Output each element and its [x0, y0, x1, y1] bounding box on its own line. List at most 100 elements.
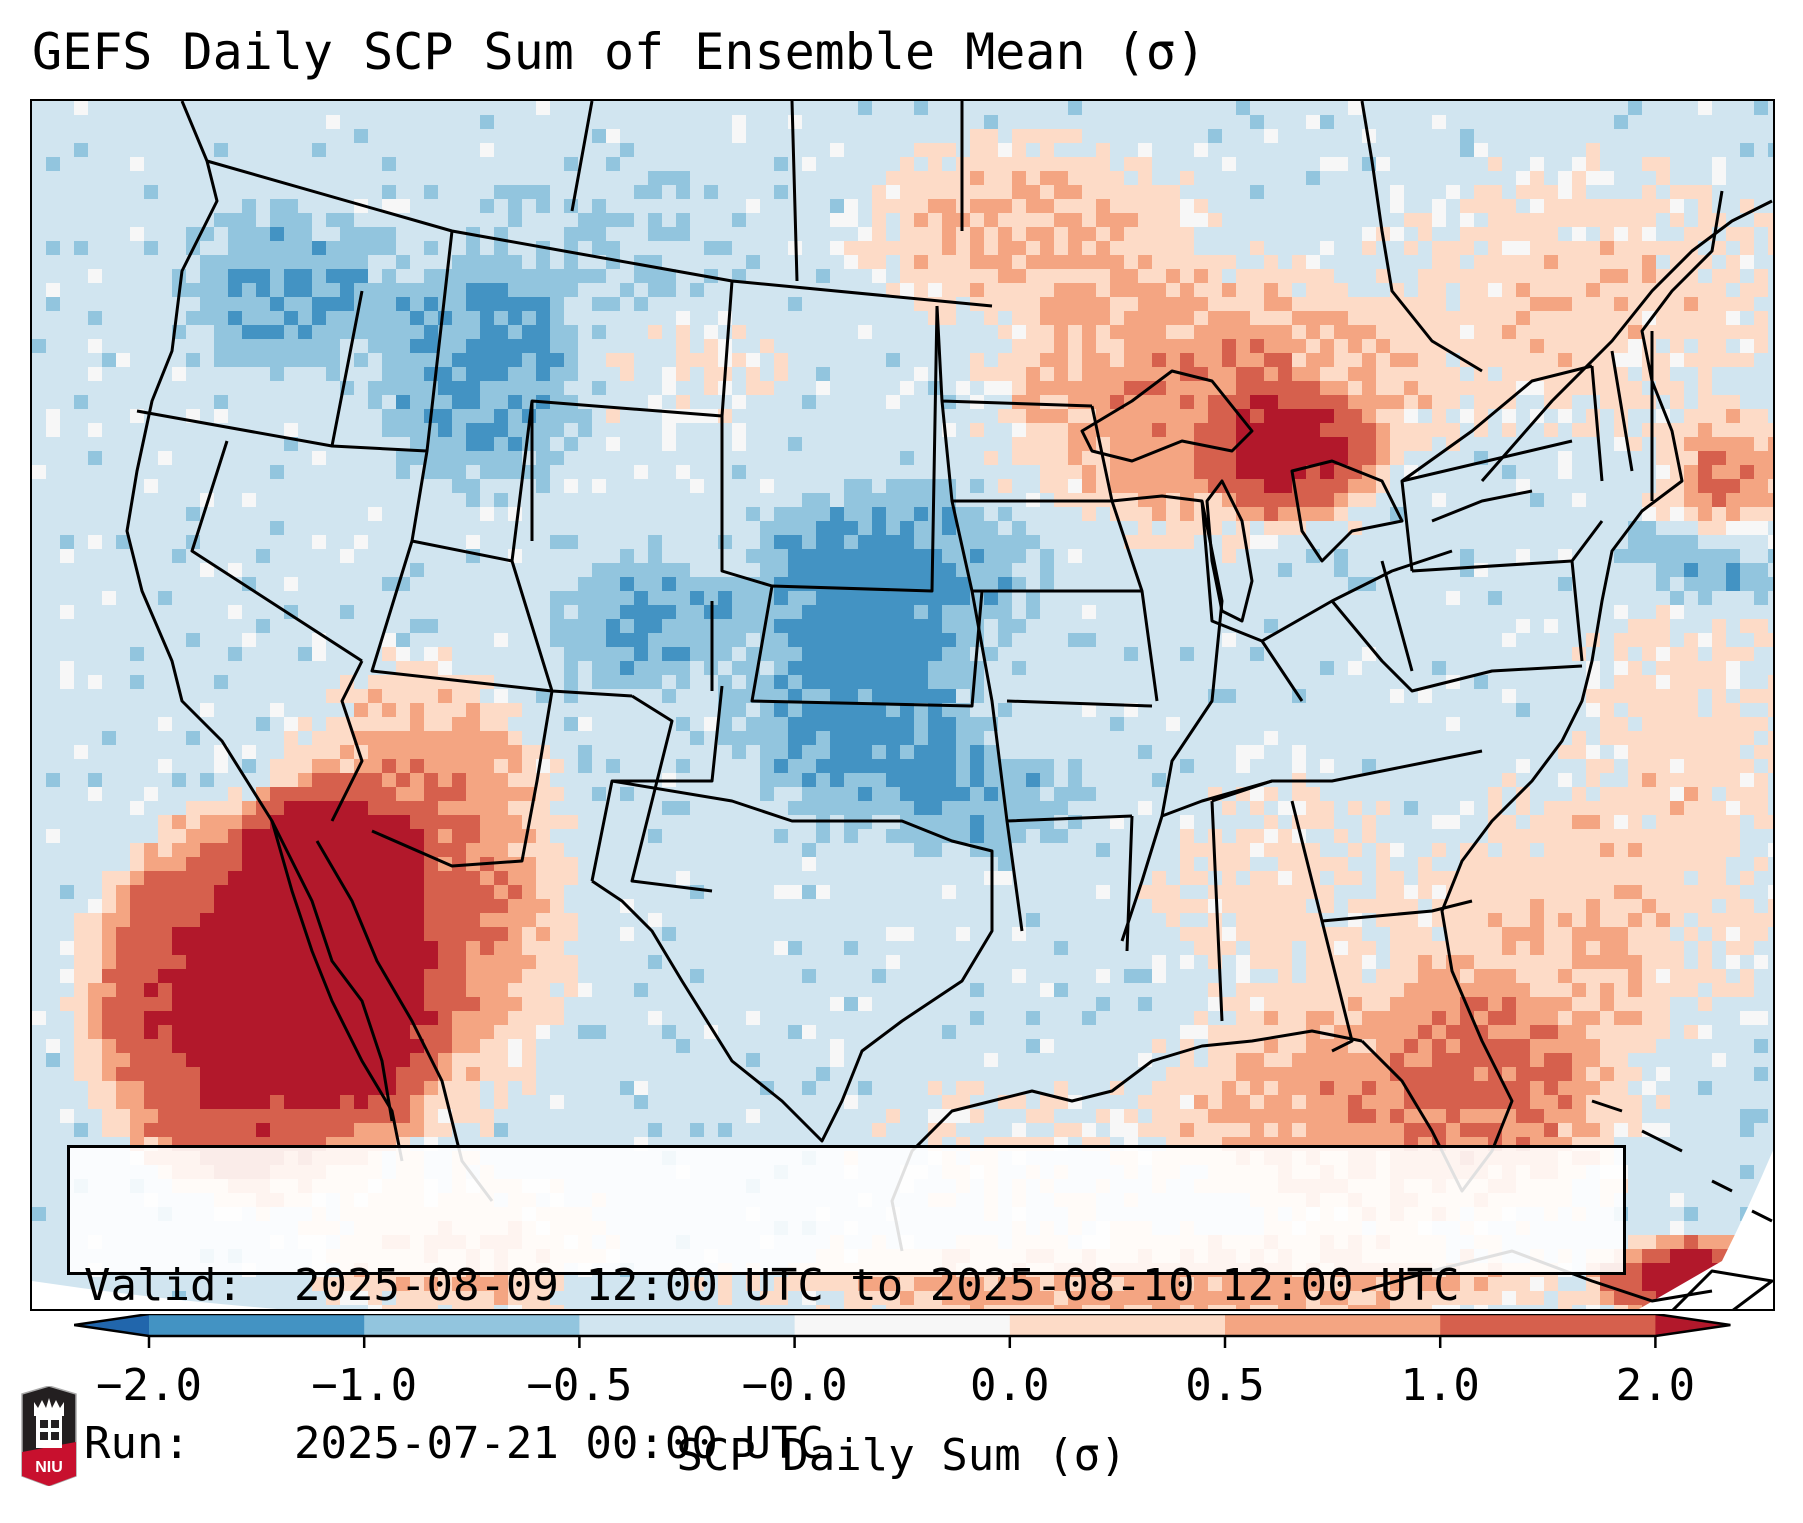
grid-cell — [1726, 367, 1741, 382]
grid-cell — [144, 507, 159, 522]
grid-cell — [872, 367, 887, 382]
grid-cell — [914, 563, 929, 578]
grid-cell — [200, 185, 215, 200]
grid-cell — [1642, 101, 1657, 116]
grid-cell — [634, 157, 649, 172]
grid-cell — [256, 409, 271, 424]
grid-cell — [1586, 591, 1601, 606]
grid-cell — [1152, 619, 1167, 634]
grid-cell — [536, 619, 551, 634]
grid-cell — [1040, 255, 1055, 270]
grid-cell — [1502, 465, 1517, 480]
grid-cell — [130, 381, 145, 396]
grid-cell — [340, 591, 355, 606]
grid-cell — [732, 647, 747, 662]
grid-cell — [242, 591, 257, 606]
grid-cell — [1726, 283, 1741, 298]
grid-cell — [1628, 339, 1643, 354]
grid-cell — [1656, 241, 1671, 256]
grid-cell — [1166, 451, 1181, 466]
grid-cell — [620, 493, 635, 508]
grid-cell — [788, 353, 803, 368]
grid-cell — [900, 269, 915, 284]
grid-cell — [970, 367, 985, 382]
grid-cell — [1110, 549, 1125, 564]
grid-cell — [774, 493, 789, 508]
grid-cell — [830, 647, 845, 662]
grid-cell — [1670, 227, 1685, 242]
grid-cell — [452, 563, 467, 578]
grid-cell — [1390, 185, 1405, 200]
grid-cell — [844, 409, 859, 424]
grid-cell — [634, 451, 649, 466]
grid-cell — [1768, 605, 1773, 620]
grid-cell — [116, 395, 131, 410]
grid-cell — [354, 325, 369, 340]
grid-cell — [424, 353, 439, 368]
grid-cell — [802, 367, 817, 382]
grid-cell — [942, 227, 957, 242]
grid-cell — [1768, 353, 1773, 368]
grid-cell — [130, 297, 145, 312]
grid-cell — [1264, 381, 1279, 396]
grid-cell — [382, 143, 397, 158]
grid-cell — [718, 101, 733, 116]
grid-cell — [592, 171, 607, 186]
grid-cell — [1684, 493, 1699, 508]
grid-cell — [340, 507, 355, 522]
grid-cell — [88, 325, 103, 340]
grid-cell — [676, 353, 691, 368]
grid-cell — [1236, 437, 1251, 452]
grid-cell — [1096, 101, 1111, 116]
grid-cell — [1124, 311, 1139, 326]
grid-cell — [718, 451, 733, 466]
grid-cell — [480, 437, 495, 452]
grid-cell — [662, 437, 677, 452]
grid-cell — [1040, 521, 1055, 536]
grid-cell — [424, 591, 439, 606]
grid-cell — [1516, 325, 1531, 340]
grid-cell — [592, 563, 607, 578]
grid-cell — [648, 619, 663, 634]
grid-cell — [662, 591, 677, 606]
grid-cell — [1670, 493, 1685, 508]
grid-cell — [592, 185, 607, 200]
grid-cell — [886, 199, 901, 214]
grid-cell — [1026, 549, 1041, 564]
grid-cell — [760, 101, 775, 116]
grid-cell — [732, 409, 747, 424]
grid-cell — [956, 451, 971, 466]
grid-cell — [1194, 353, 1209, 368]
grid-cell — [214, 339, 229, 354]
grid-cell — [1600, 213, 1615, 228]
grid-cell — [1152, 325, 1167, 340]
grid-cell — [1026, 437, 1041, 452]
grid-cell — [914, 633, 929, 648]
grid-cell — [900, 619, 915, 634]
grid-cell — [1194, 451, 1209, 466]
grid-cell — [466, 269, 481, 284]
grid-cell — [172, 605, 187, 620]
grid-cell — [438, 465, 453, 480]
grid-cell — [158, 269, 173, 284]
grid-cell — [1320, 353, 1335, 368]
grid-cell — [928, 213, 943, 228]
grid-cell — [1684, 269, 1699, 284]
grid-cell — [326, 241, 341, 256]
grid-cell — [1222, 143, 1237, 158]
grid-cell — [1488, 521, 1503, 536]
grid-cell — [690, 297, 705, 312]
grid-cell — [550, 353, 565, 368]
grid-cell — [648, 143, 663, 158]
grid-cell — [312, 381, 327, 396]
grid-cell — [788, 409, 803, 424]
grid-cell — [102, 423, 117, 438]
grid-cell — [340, 521, 355, 536]
grid-cell — [984, 157, 999, 172]
grid-cell — [228, 493, 243, 508]
grid-cell — [1418, 409, 1433, 424]
grid-cell — [32, 339, 47, 354]
grid-cell — [354, 507, 369, 522]
grid-cell — [480, 353, 495, 368]
grid-cell — [1516, 199, 1531, 214]
